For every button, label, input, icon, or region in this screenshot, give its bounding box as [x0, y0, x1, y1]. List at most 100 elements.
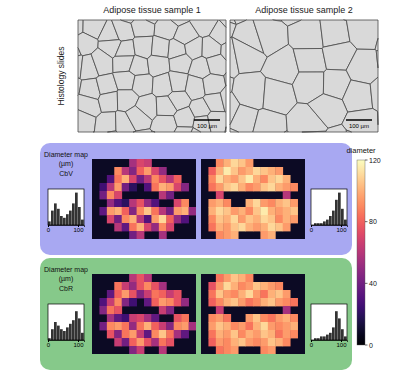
heatmap-cell — [283, 207, 291, 215]
heatmap-cell — [246, 274, 254, 282]
heatmap-cell — [253, 282, 261, 290]
histogram-bar — [48, 221, 51, 225]
heatmap-cell — [144, 207, 152, 215]
heatmap-cell — [137, 274, 145, 282]
column-title: Adipose tissue sample 2 — [255, 5, 353, 15]
heatmap — [201, 274, 305, 354]
heatmap-cell — [129, 290, 137, 298]
heatmap-cell — [174, 175, 182, 183]
heatmap-cell — [137, 207, 145, 215]
heatmap-cell — [216, 191, 224, 199]
heatmap-cell — [144, 167, 152, 175]
heatmap-cell — [253, 175, 261, 183]
heatmap-cell — [122, 314, 130, 322]
histogram-bar — [69, 324, 72, 340]
heatmap-cell — [268, 183, 276, 191]
heatmap-cell — [159, 322, 167, 330]
tick-label: 0 — [310, 227, 314, 233]
scale-bar-label: 100 µm — [197, 123, 217, 129]
heatmap-cell — [231, 223, 239, 231]
heatmap-cell — [99, 322, 107, 330]
histogram-bar — [63, 331, 66, 340]
heatmap-cell — [223, 330, 231, 338]
heatmap-cell — [144, 298, 152, 306]
heatmap-cell — [159, 282, 167, 290]
heatmap-cell — [137, 282, 145, 290]
heatmap-cell — [151, 207, 159, 215]
heatmap-cell — [283, 175, 291, 183]
heatmap-cell — [223, 159, 231, 167]
heatmap-cell — [159, 223, 167, 231]
histology-cell — [129, 55, 149, 76]
heatmap-cell — [159, 346, 167, 354]
heatmap-cell — [137, 215, 145, 223]
heatmap-cell — [159, 330, 167, 338]
heatmap-cell — [275, 215, 283, 223]
heatmap-cell — [174, 330, 182, 338]
heatmap-cell — [290, 330, 298, 338]
heatmap-cell — [253, 290, 261, 298]
heatmap-cell — [129, 346, 137, 354]
plot-background — [48, 304, 84, 340]
tick-label: 100 — [73, 227, 84, 233]
heatmap-cell — [174, 322, 182, 330]
heatmap-cell — [114, 199, 122, 207]
heatmap-cell — [216, 290, 224, 298]
heatmap-cell — [166, 298, 174, 306]
histogram-bar — [338, 193, 341, 225]
histogram-bar — [81, 220, 84, 225]
column-title: Adipose tissue sample 1 — [103, 5, 201, 15]
histogram-bar — [341, 329, 344, 340]
heatmap-cell — [268, 231, 276, 239]
histogram-bar — [332, 211, 335, 225]
heatmap-cell — [151, 215, 159, 223]
heatmap-cell — [260, 231, 268, 239]
heatmap-cell — [122, 290, 130, 298]
histogram-bar — [69, 211, 72, 225]
heatmap-cell — [159, 231, 167, 239]
heatmap-cell — [275, 167, 283, 175]
heatmap-cell — [114, 175, 122, 183]
heatmap-cell — [129, 159, 137, 167]
heatmap-cell — [189, 207, 196, 215]
heatmap-cell — [238, 175, 246, 183]
heatmap-cell — [159, 298, 167, 306]
heatmap-cell — [246, 183, 254, 191]
heatmap-cell — [137, 199, 145, 207]
heatmap-cell — [137, 159, 145, 167]
heatmap-cell — [208, 175, 216, 183]
heatmap-cell — [107, 298, 115, 306]
tick: 100 — [336, 225, 347, 233]
heatmap-cell — [174, 290, 182, 298]
heatmap-cell — [137, 338, 145, 346]
histogram-bar — [335, 311, 338, 340]
histogram-bar — [54, 322, 57, 340]
heatmap-cell — [216, 223, 224, 231]
histology-cell — [346, 49, 378, 84]
histology-cell — [219, 20, 226, 27]
heatmap-cell — [268, 167, 276, 175]
bars — [48, 193, 84, 225]
heatmap-cell — [238, 207, 246, 215]
histogram-bar — [81, 333, 84, 340]
heatmap-cell — [283, 223, 291, 231]
heatmap-cell — [151, 282, 159, 290]
histogram-bar — [329, 216, 332, 225]
heatmap-cell — [216, 330, 224, 338]
heatmap-cell — [208, 183, 216, 191]
heatmap-cell — [238, 215, 246, 223]
heatmap-cell — [231, 175, 239, 183]
heatmap-background — [92, 159, 196, 239]
heatmap-cell — [129, 322, 137, 330]
heatmap-cell — [107, 175, 115, 183]
heatmap-cell — [122, 183, 130, 191]
heatmap-background — [201, 274, 305, 354]
heatmap-cell — [260, 298, 268, 306]
heatmap-cell — [238, 330, 246, 338]
histogram-bar — [326, 335, 329, 340]
heatmap-cell — [144, 322, 152, 330]
histogram-bar — [323, 221, 326, 225]
tick: 0 — [310, 340, 314, 348]
heatmap-cell — [253, 223, 261, 231]
colorbar-tick-label: 0 — [369, 342, 373, 349]
